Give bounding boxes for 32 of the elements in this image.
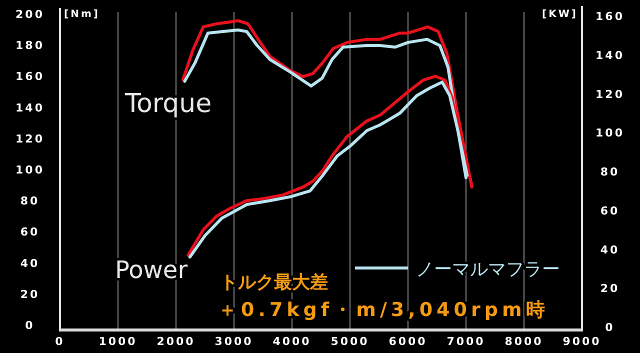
y-tick-label: 140 xyxy=(16,101,44,114)
x-tick-label: 9000 xyxy=(562,335,602,348)
y2-tick-label: 100 xyxy=(596,126,624,140)
y-tick-label: 200 xyxy=(16,8,44,21)
x-tick-label: 1000 xyxy=(98,335,138,348)
y2-tick-label: 140 xyxy=(596,48,624,62)
x-tick-label: 2000 xyxy=(156,335,196,348)
y2-tick-label: 80 xyxy=(600,166,620,178)
x-tick-label: 7000 xyxy=(446,335,486,348)
y-axis-title: [Nm] xyxy=(64,9,100,20)
y-tick-label: 60 xyxy=(20,226,40,239)
y-tick-label: 180 xyxy=(16,39,44,52)
y-tick-label: 100 xyxy=(16,164,44,176)
y-tick-label: 40 xyxy=(20,256,40,270)
y-tick-label: 0 xyxy=(25,319,35,332)
y-tick-label: 20 xyxy=(20,288,40,301)
y2-tick-label: 40 xyxy=(600,243,620,256)
y-tick-label: 80 xyxy=(20,194,40,208)
y-tick-label: 120 xyxy=(16,132,44,146)
x-tick-label: 0 xyxy=(55,335,65,348)
x-tick-label: 6000 xyxy=(388,335,428,348)
y2-tick-label: 160 xyxy=(596,10,624,23)
x-tick-label: 8000 xyxy=(504,335,544,348)
x-tick-label: 4000 xyxy=(272,335,312,348)
y2-tick-label: 60 xyxy=(600,204,620,218)
y-tick-label: 160 xyxy=(16,70,44,84)
y2-tick-label: 0 xyxy=(605,321,615,334)
x-tick-label: 5000 xyxy=(330,335,370,348)
y2-tick-label: 20 xyxy=(600,282,620,296)
y2-tick-label: 120 xyxy=(596,88,624,101)
x-tick-label: 3000 xyxy=(214,335,254,348)
y2-axis-title: [KW] xyxy=(542,9,578,20)
